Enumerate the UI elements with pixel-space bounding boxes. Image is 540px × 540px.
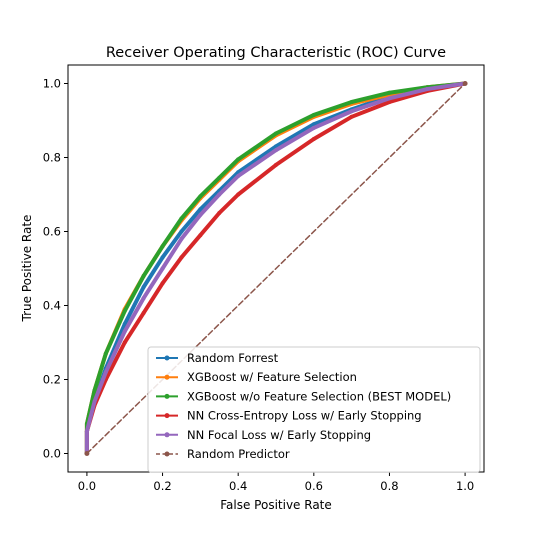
data-point-nn-focal-loss-w-early-stopping: [425, 87, 429, 91]
x-tick-label: 0.4: [229, 479, 247, 493]
legend-marker-random-predictor: [165, 452, 170, 457]
data-point-nn-focal-loss-w-early-stopping: [350, 109, 354, 113]
y-tick-label: 0.8: [43, 151, 61, 165]
data-point-nn-cross-entropy-loss-w-early-stopping: [217, 211, 221, 215]
legend-label-random-forrest: Random Forrest: [187, 351, 279, 365]
data-point-xgboost-w-o-feature-selection-best-model: [274, 131, 278, 135]
data-point-nn-cross-entropy-loss-w-early-stopping: [142, 311, 146, 315]
legend: Random Forrest XGBoost w/ Feature Selecti…: [148, 347, 480, 472]
y-tick-label: 0.4: [43, 299, 61, 313]
legend-label-nn-cross-entropy-loss-w-early-stopping: NN Cross-Entropy Loss w/ Early Stopping: [187, 409, 422, 423]
data-point-nn-focal-loss-w-early-stopping: [161, 267, 165, 271]
legend-label-xgboost-w-feature-selection: XGBoost w/ Feature Selection: [187, 370, 357, 384]
legend-marker-random-forrest: [165, 356, 170, 361]
data-point-xgboost-w-o-feature-selection-best-model: [217, 176, 221, 180]
x-axis-label: False Positive Rate: [220, 498, 332, 512]
legend-label-random-predictor: Random Predictor: [187, 447, 290, 461]
legend-label-xgboost-w-o-feature-selection-best-model: XGBoost w/o Feature Selection (BEST MODE…: [187, 389, 451, 403]
data-point-xgboost-w-o-feature-selection-best-model: [236, 157, 240, 161]
data-point-nn-cross-entropy-loss-w-early-stopping: [198, 233, 202, 237]
data-point-nn-cross-entropy-loss-w-early-stopping: [274, 163, 278, 167]
data-point-nn-cross-entropy-loss-w-early-stopping: [312, 137, 316, 141]
data-point-xgboost-w-o-feature-selection-best-model: [123, 309, 127, 313]
legend-marker-xgboost-w-feature-selection: [165, 375, 170, 380]
y-tick-label: 1.0: [43, 77, 61, 91]
data-point-random-predictor: [84, 451, 89, 456]
data-point-xgboost-w-o-feature-selection-best-model: [161, 244, 165, 248]
y-axis-label: True Positive Rate: [20, 215, 34, 323]
legend-label-nn-focal-loss-w-early-stopping: NN Focal Loss w/ Early Stopping: [187, 428, 371, 442]
data-point-random-forrest: [161, 255, 165, 259]
data-point-nn-cross-entropy-loss-w-early-stopping: [161, 281, 165, 285]
legend-marker-nn-focal-loss-w-early-stopping: [165, 432, 170, 437]
data-point-nn-focal-loss-w-early-stopping: [387, 96, 391, 100]
data-point-random-predictor: [463, 81, 468, 86]
data-point-nn-cross-entropy-loss-w-early-stopping: [236, 193, 240, 197]
data-point-nn-focal-loss-w-early-stopping: [274, 148, 278, 152]
data-point-nn-focal-loss-w-early-stopping: [104, 370, 108, 374]
data-point-xgboost-w-o-feature-selection-best-model: [92, 389, 96, 393]
x-tick-label: 1.0: [456, 479, 474, 493]
data-point-nn-cross-entropy-loss-w-early-stopping: [179, 255, 183, 259]
data-point-xgboost-w-o-feature-selection-best-model: [142, 274, 146, 278]
data-point-nn-focal-loss-w-early-stopping: [312, 126, 316, 130]
x-tick-label: 0.0: [78, 479, 96, 493]
data-point-xgboost-w-o-feature-selection-best-model: [350, 100, 354, 104]
data-point-nn-focal-loss-w-early-stopping: [92, 400, 96, 404]
data-point-nn-focal-loss-w-early-stopping: [198, 213, 202, 217]
y-tick-label: 0.0: [43, 447, 61, 461]
data-point-nn-cross-entropy-loss-w-early-stopping: [350, 115, 354, 119]
data-point-nn-focal-loss-w-early-stopping: [236, 174, 240, 178]
data-point-xgboost-w-o-feature-selection-best-model: [198, 194, 202, 198]
data-point-nn-focal-loss-w-early-stopping: [179, 237, 183, 241]
y-tick-label: 0.2: [43, 373, 61, 387]
data-point-nn-focal-loss-w-early-stopping: [85, 429, 89, 433]
chart-title: Receiver Operating Characteristic (ROC) …: [106, 45, 446, 61]
data-point-xgboost-w-o-feature-selection-best-model: [104, 352, 108, 356]
legend-marker-nn-cross-entropy-loss-w-early-stopping: [165, 413, 170, 418]
data-point-xgboost-w-o-feature-selection-best-model: [387, 91, 391, 95]
x-tick-label: 0.2: [153, 479, 171, 493]
data-point-nn-focal-loss-w-early-stopping: [123, 329, 127, 333]
data-point-xgboost-w-o-feature-selection-best-model: [312, 113, 316, 117]
data-point-nn-focal-loss-w-early-stopping: [217, 193, 221, 197]
data-point-random-forrest: [179, 230, 183, 234]
data-point-random-forrest: [142, 285, 146, 289]
data-point-nn-focal-loss-w-early-stopping: [142, 296, 146, 300]
data-point-xgboost-w-o-feature-selection-best-model: [179, 217, 183, 221]
y-tick-label: 0.6: [43, 225, 61, 239]
data-point-nn-cross-entropy-loss-w-early-stopping: [123, 341, 127, 345]
legend-marker-xgboost-w-o-feature-selection-best-model: [165, 394, 170, 399]
x-tick-label: 0.6: [305, 479, 323, 493]
x-tick-label: 0.8: [380, 479, 398, 493]
